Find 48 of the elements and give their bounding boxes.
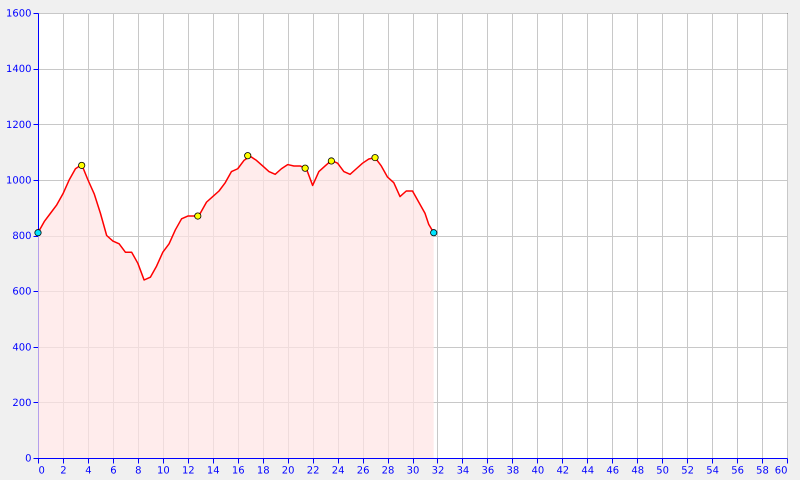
point bbox=[194, 212, 202, 220]
point bbox=[328, 157, 335, 165]
x-tick-label: 48 bbox=[631, 466, 644, 476]
point bbox=[78, 162, 86, 169]
x-tick-label: 12 bbox=[182, 466, 195, 476]
y-tick-label: 1400 bbox=[6, 64, 32, 76]
x-tick-label: 52 bbox=[681, 466, 694, 476]
y-tick-label: 1200 bbox=[6, 120, 32, 131]
x-tick-label: 42 bbox=[556, 466, 570, 476]
x-tick-label: 32 bbox=[432, 466, 444, 476]
y-tick-label: 800 bbox=[12, 231, 32, 242]
y-tick-label: 1000 bbox=[6, 175, 32, 186]
x-tick-label: 14 bbox=[206, 466, 220, 476]
x-tick-label: 34 bbox=[456, 466, 470, 476]
x-tick-label: 8 bbox=[135, 466, 142, 476]
x-tick-label: 30 bbox=[406, 466, 420, 476]
x-tick-label: 44 bbox=[581, 466, 594, 476]
x-tick-label: 60 bbox=[774, 466, 788, 476]
x-tick-label: 18 bbox=[256, 466, 270, 476]
point bbox=[244, 152, 252, 160]
x-tick-label: 36 bbox=[482, 466, 494, 476]
x-tick-label: 28 bbox=[382, 466, 394, 476]
point bbox=[302, 164, 309, 172]
x-tick-label: 2 bbox=[60, 466, 67, 476]
x-tick-label: 10 bbox=[156, 466, 170, 476]
x-tick-label: 46 bbox=[606, 466, 620, 476]
y-tick-label: 1600 bbox=[6, 8, 32, 20]
point bbox=[430, 229, 438, 236]
x-tick-label: 50 bbox=[656, 466, 670, 476]
y-tick-label: 600 bbox=[12, 286, 32, 298]
x-tick-label: 54 bbox=[706, 466, 719, 476]
x-tick-label: 16 bbox=[232, 466, 245, 476]
point bbox=[371, 154, 379, 162]
x-tick-label: 24 bbox=[332, 466, 344, 476]
y-tick-label: 400 bbox=[12, 342, 32, 354]
point bbox=[34, 229, 42, 236]
x-tick-label: 22 bbox=[306, 466, 320, 476]
y-tick-label: 0 bbox=[25, 454, 32, 464]
x-tick-label: 0 bbox=[38, 466, 45, 476]
y-tick-label: 200 bbox=[12, 398, 32, 409]
x-tick-label: 58 bbox=[756, 466, 769, 476]
x-tick-label: 38 bbox=[506, 466, 520, 476]
x-tick-label: 40 bbox=[531, 466, 544, 476]
x-tick-label: 26 bbox=[356, 466, 370, 476]
x-tick-label: 20 bbox=[282, 466, 295, 476]
x-tick-label: 6 bbox=[110, 466, 117, 476]
x-tick-label: 4 bbox=[85, 466, 92, 476]
x-tick-label: 56 bbox=[731, 466, 744, 476]
